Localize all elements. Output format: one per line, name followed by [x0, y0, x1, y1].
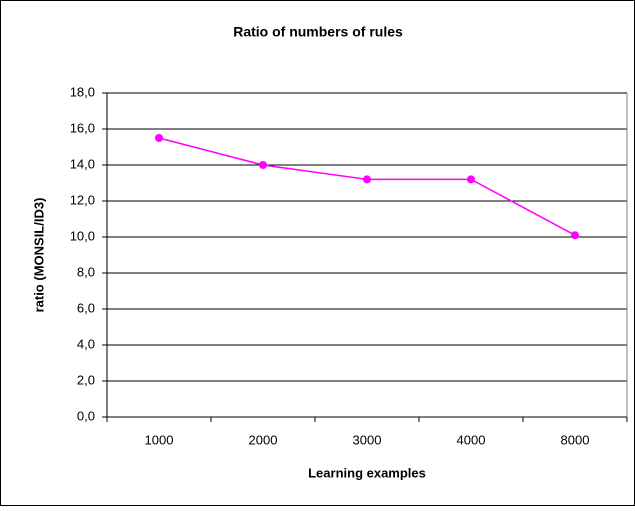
- y-tick-label: 4,0: [77, 336, 95, 351]
- data-point: [571, 231, 579, 240]
- x-axis-label: Learning examples: [308, 465, 426, 480]
- y-tick-label: 2,0: [77, 372, 95, 387]
- y-tick-label: 14,0: [70, 156, 95, 171]
- x-tick-label: 3000: [353, 432, 382, 447]
- data-point: [259, 161, 267, 169]
- y-tick-label: 6,0: [77, 300, 95, 315]
- y-tick-label: 10,0: [70, 228, 95, 243]
- y-tick-label: 12,0: [70, 192, 95, 207]
- x-tick-label: 8000: [561, 432, 590, 447]
- x-tick-label: 4000: [457, 432, 486, 447]
- x-tick-label: 2000: [249, 432, 278, 447]
- x-tick-label: 1000: [145, 432, 174, 447]
- y-tick-label: 16,0: [70, 120, 95, 135]
- y-axis-label: ratio (MONSIL/ID3): [31, 198, 46, 313]
- data-point: [467, 175, 475, 184]
- y-tick-label: 18,0: [70, 84, 95, 99]
- y-tick-label: 0,0: [77, 408, 95, 423]
- y-tick-label: 8,0: [77, 264, 95, 279]
- chart-title: Ratio of numbers of rules: [233, 24, 403, 40]
- data-point: [155, 134, 163, 142]
- data-point: [363, 175, 371, 184]
